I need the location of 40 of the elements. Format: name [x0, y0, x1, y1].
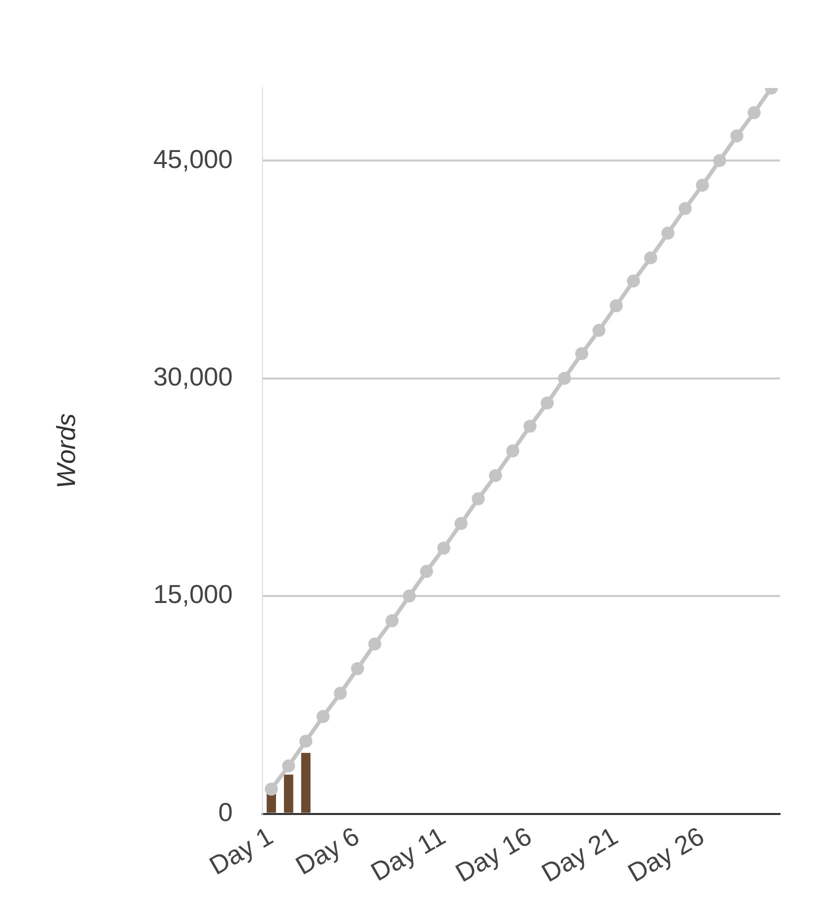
point [316, 710, 330, 724]
x-tick-label: Day 21 [536, 820, 623, 888]
point [540, 396, 554, 410]
point [748, 106, 761, 120]
point [437, 542, 450, 555]
y-tick-label: 15,000 [153, 579, 233, 610]
point [575, 347, 588, 360]
point [696, 178, 709, 192]
x-tick-label: Day 6 [290, 820, 364, 881]
point [351, 662, 364, 676]
point [713, 154, 726, 168]
point [402, 590, 416, 603]
point [644, 251, 658, 264]
point [386, 614, 399, 628]
point [626, 274, 640, 288]
point [506, 444, 520, 458]
x-tick-label: Day 11 [366, 820, 450, 887]
point [472, 492, 485, 506]
point [368, 637, 382, 650]
y-axis-title: Words [50, 413, 81, 488]
point [282, 759, 296, 772]
y-tick-label: 45,000 [153, 144, 233, 174]
point [420, 564, 434, 578]
point [592, 324, 606, 337]
x-tick-label: Day 26 [622, 820, 709, 888]
point [558, 372, 571, 385]
bar [284, 774, 294, 813]
x-tick-label: Day 16 [450, 820, 537, 888]
point [610, 299, 623, 312]
bar [301, 752, 310, 813]
point [454, 516, 468, 530]
point [730, 129, 744, 142]
point [678, 202, 692, 215]
point [264, 782, 278, 796]
point [489, 469, 502, 482]
point [523, 420, 536, 433]
y-tick-label: 30,000 [153, 361, 233, 392]
point [299, 734, 312, 748]
point [661, 226, 674, 240]
point [334, 686, 347, 700]
